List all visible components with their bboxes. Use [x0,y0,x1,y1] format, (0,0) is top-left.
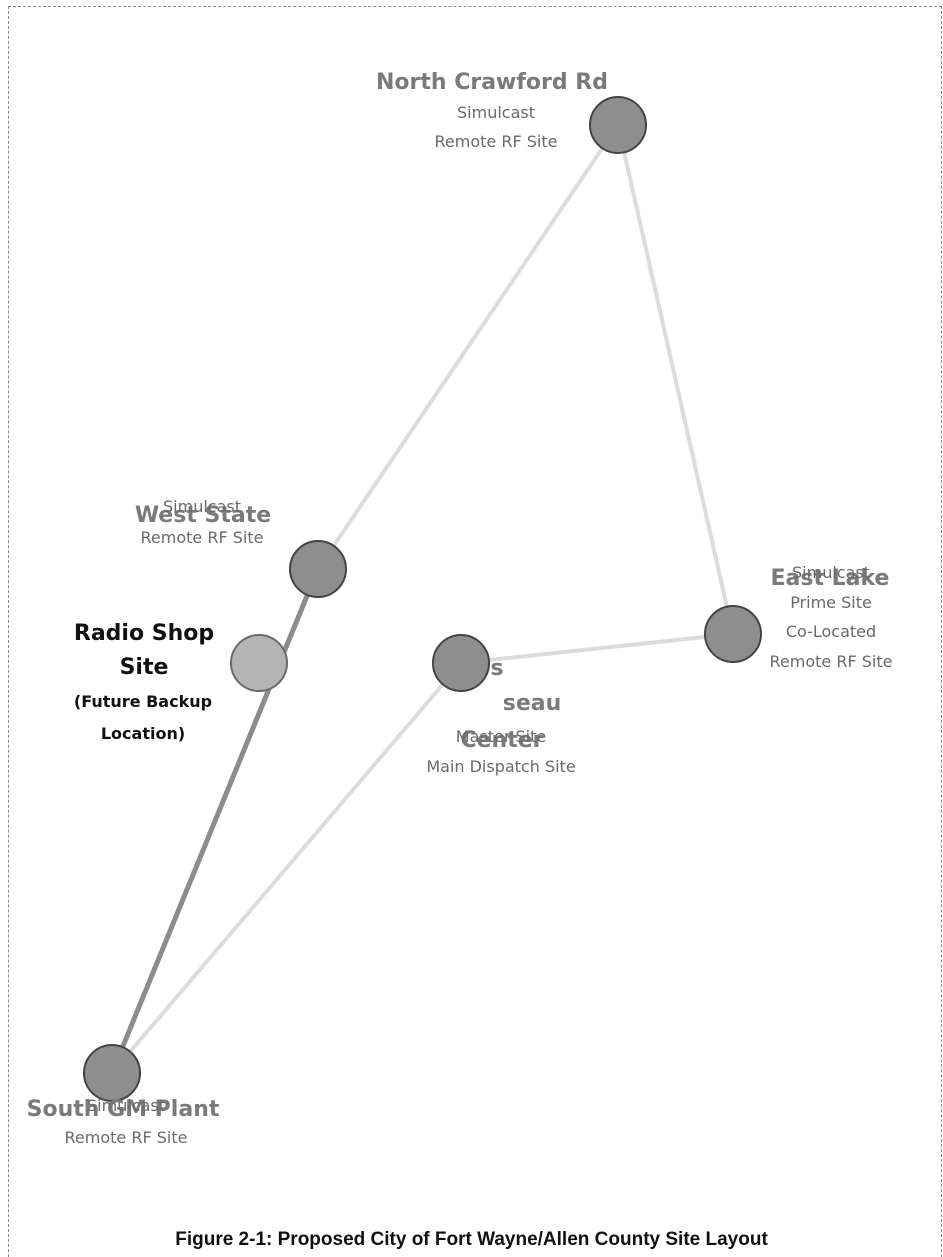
radio-shop-line1: Radio Shop [74,621,214,646]
diagram-frame [8,6,942,1257]
radio-shop-line2: Site [120,655,169,680]
west-state-line2: Remote RF Site [141,528,264,547]
east-lake-line3: Co-Located [786,622,876,641]
south-gm-line2: Remote RF Site [65,1128,188,1147]
north-crawford-name: North Crawford Rd [376,70,608,95]
site-node-master [432,634,490,692]
link-master-south-gm [110,661,463,1075]
south-gm-name: South GM Plant [27,1097,220,1122]
site-node-east-lake [704,605,762,663]
site-node-west-state [289,540,347,598]
link-west-state-north-crawford [316,123,620,571]
east-lake-line4: Remote RF Site [770,652,893,671]
east-lake-line1: Simulcast [792,563,870,582]
west-state-name: West State [135,503,271,528]
radio-shop-line3: (Future Backup [74,692,212,711]
site-node-north-crawford [589,96,647,154]
north-crawford-line2: Remote RF Site [435,132,558,151]
east-lake-name: East Lake [771,566,890,591]
master-name-fragment: s [490,656,503,681]
figure-caption: Figure 2-1: Proposed City of Fort Wayne/… [175,1229,768,1250]
master-name-part: seau [503,691,562,716]
site-layout-diagram: North Crawford Rd Simulcast Remote RF Si… [27,70,893,1147]
site-node-radio-shop [230,634,288,692]
master-line2: Main Dispatch Site [426,757,575,776]
radio-shop-line4: Location) [101,724,185,743]
east-lake-line2: Prime Site [790,593,872,612]
site-node-south-gm [83,1044,141,1102]
link-master-east-lake [460,632,734,665]
master-line1: Master Site [456,727,546,746]
link-north-crawford-east-lake [616,124,735,635]
north-crawford-line1: Simulcast [457,103,535,122]
west-state-line1: Simulcast [163,497,241,516]
south-gm-line1: Simulcast [87,1096,165,1115]
master-name-center: Center [460,728,543,753]
